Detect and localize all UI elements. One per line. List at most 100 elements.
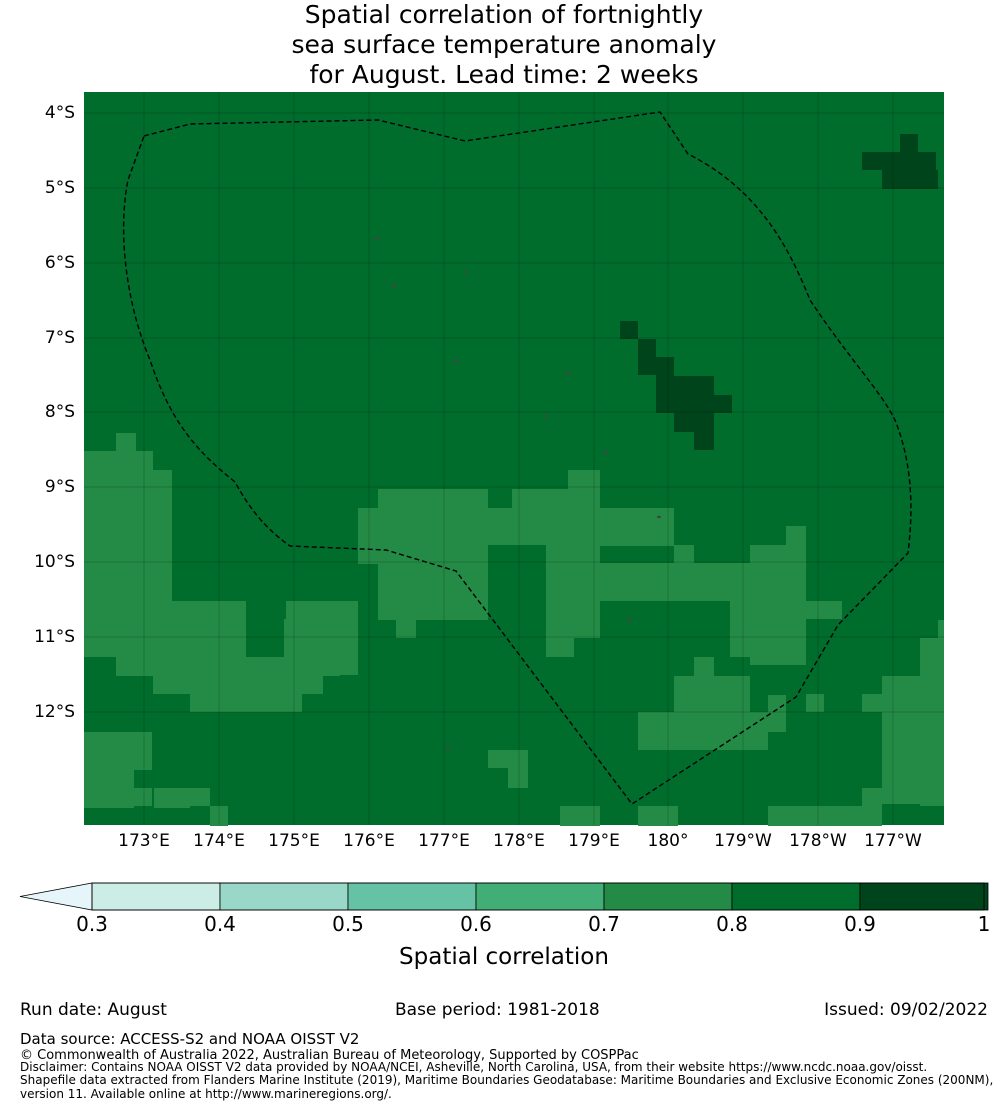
colorbar-tick: 0.3	[76, 912, 108, 936]
colorbar-tick: 0.7	[588, 912, 620, 936]
low-correlation-cell	[135, 451, 153, 601]
colorbar-tick: 0.8	[716, 912, 748, 936]
colorbar-tick: 0.5	[332, 912, 364, 936]
low-correlation-cell	[750, 545, 806, 665]
low-correlation-cell	[768, 806, 862, 826]
low-correlation-cell	[730, 601, 750, 657]
island-marker	[627, 618, 631, 622]
colorbar-segment	[475, 882, 605, 911]
colorbar-segment	[603, 882, 733, 911]
lon-label: 179°E	[568, 831, 620, 851]
colorbar-segment	[859, 882, 989, 911]
high-correlation-cell	[882, 170, 938, 189]
high-correlation-cell	[694, 413, 714, 450]
low-correlation-cell	[190, 788, 210, 806]
lat-label: 9°S	[44, 477, 75, 497]
high-correlation-cell	[900, 134, 918, 152]
mid-correlation-cell	[600, 601, 638, 638]
lon-label: 178°E	[493, 831, 545, 851]
colorbar-outline	[91, 882, 985, 911]
colorbar-tick: 0.9	[844, 912, 876, 936]
lon-label: 177°E	[418, 831, 470, 851]
lat-label: 6°S	[44, 253, 75, 273]
low-correlation-cell	[806, 601, 842, 619]
low-correlation-cell	[210, 806, 228, 826]
lon-label: 173°E	[118, 831, 170, 851]
lon-label: 175°E	[268, 831, 320, 851]
lon-label: 176°E	[343, 831, 395, 851]
high-correlation-cell	[714, 395, 732, 413]
island-marker	[544, 414, 548, 418]
colorbar-label: Spatial correlation	[399, 944, 609, 970]
colorbar-tick: 0.4	[204, 912, 236, 936]
map-title: Spatial correlation of fortnightly sea s…	[0, 0, 1008, 90]
low-correlation-cell	[638, 583, 748, 601]
low-correlation-cell	[154, 788, 190, 808]
map-background	[84, 92, 944, 825]
mid-correlation-cell	[246, 601, 286, 619]
island-marker	[566, 371, 570, 375]
colorbar-extend-triangle	[19, 882, 93, 911]
low-correlation-cell	[882, 676, 920, 804]
mid-correlation-cell	[752, 665, 806, 695]
disclaimer: Disclaimer: Contains NOAA OISST V2 data …	[20, 1060, 928, 1074]
title-line-1: Spatial correlation of fortnightly	[304, 0, 704, 29]
island-marker	[657, 515, 661, 519]
lat-label: 4°S	[44, 103, 75, 123]
low-correlation-cell	[84, 601, 246, 657]
colorbar-segment	[347, 882, 477, 911]
low-correlation-cell	[508, 768, 528, 788]
lat-label: 12°S	[34, 702, 75, 722]
mid-correlation-cell	[674, 620, 730, 657]
low-correlation-cell	[340, 657, 358, 675]
high-correlation-cell	[638, 339, 656, 375]
issued-date: Issued: 09/02/2022	[824, 1000, 988, 1020]
mid-correlation-cell	[714, 657, 750, 676]
lon-label: 174°E	[193, 831, 245, 851]
lat-label: 7°S	[44, 328, 75, 348]
island-marker	[446, 747, 450, 751]
eez-boundary	[122, 111, 912, 805]
high-correlation-cell	[620, 321, 638, 339]
lat-label: 5°S	[44, 178, 75, 198]
low-correlation-cell	[600, 508, 638, 546]
low-correlation-cell	[806, 694, 824, 712]
low-correlation-cell	[116, 433, 136, 601]
low-correlation-cell	[544, 545, 574, 657]
low-correlation-cell	[84, 732, 152, 770]
mid-correlation-cell	[172, 470, 246, 601]
mid-correlation-cell	[358, 620, 378, 638]
base-period: Base period: 1981-2018	[395, 1000, 600, 1020]
low-correlation-cell	[512, 489, 568, 545]
colorbar-tick: 1	[977, 912, 991, 936]
colorbar-tick: 0.6	[460, 912, 492, 936]
low-correlation-cell	[284, 601, 358, 657]
low-correlation-cell	[153, 470, 173, 601]
high-correlation-cell	[862, 152, 936, 170]
correlation-map	[84, 92, 944, 826]
low-correlation-cell	[190, 694, 302, 712]
low-correlation-cell	[84, 451, 116, 601]
island-marker	[392, 284, 396, 288]
colorbar-segment	[219, 882, 349, 911]
low-correlation-cell	[84, 770, 134, 808]
island-marker	[464, 270, 468, 274]
low-correlation-cell	[638, 508, 674, 546]
colorbar-segment	[731, 882, 861, 911]
mid-correlation-cell	[416, 620, 454, 638]
title-line-3: for August. Lead time: 2 weeks	[309, 60, 699, 89]
lon-label: 180°	[647, 831, 689, 851]
low-correlation-cell	[134, 788, 152, 806]
low-correlation-cell	[560, 806, 600, 826]
lon-label: 179°W	[714, 831, 772, 851]
colorbar-segment	[91, 882, 221, 911]
title-line-2: sea surface temperature anomaly	[291, 30, 717, 59]
island-marker	[375, 237, 379, 241]
low-correlation-cell	[638, 712, 674, 732]
low-correlation-cell	[358, 508, 378, 564]
low-correlation-cell	[786, 526, 806, 545]
low-correlation-cell	[920, 638, 944, 806]
colorbar	[19, 882, 989, 911]
low-correlation-cell	[396, 620, 416, 638]
